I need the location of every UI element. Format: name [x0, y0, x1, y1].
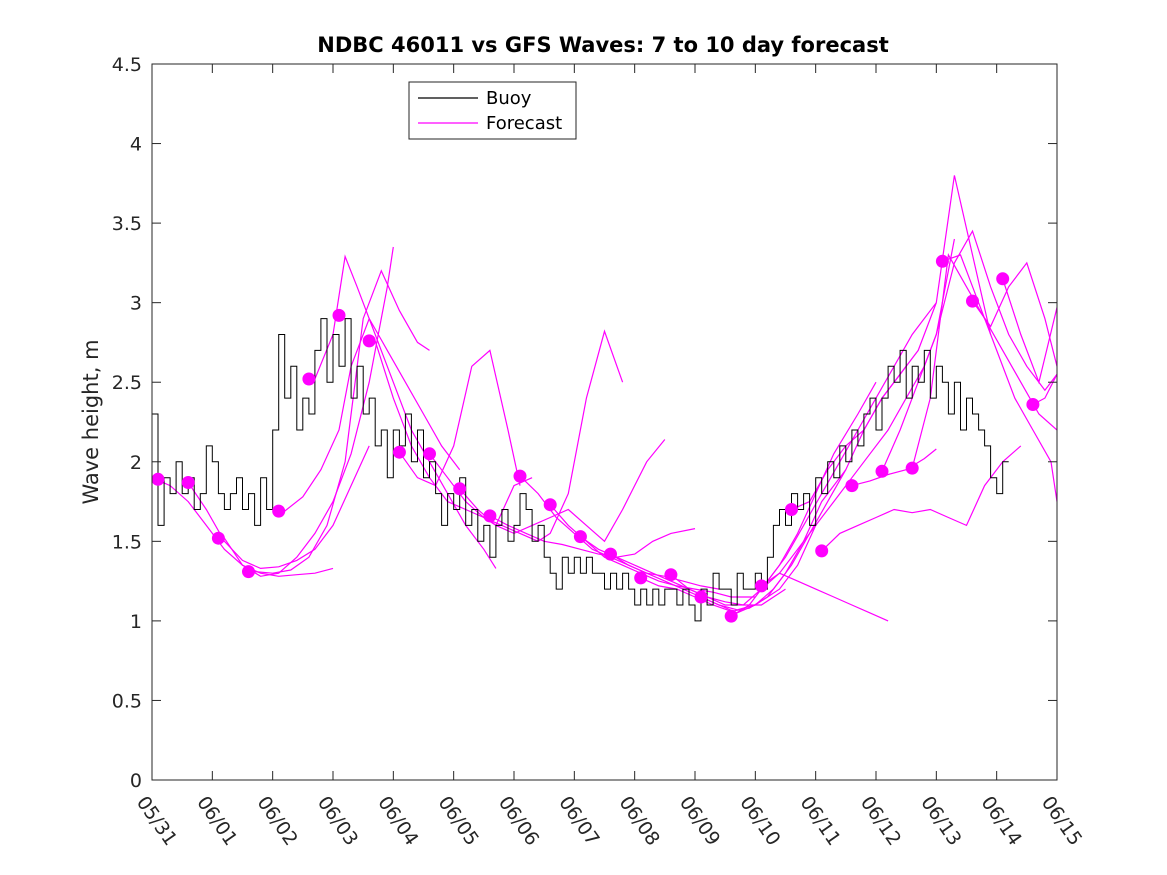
y-tick-label: 4: [130, 134, 142, 156]
forecast-series-group: [152, 175, 1057, 622]
forecast-marker: [181, 476, 195, 489]
forecast-marker: [634, 571, 648, 585]
forecast-marker: [604, 547, 617, 561]
plot-frame: [151, 63, 1058, 781]
buoy-line: [152, 318, 1009, 622]
forecast-marker: [543, 498, 557, 512]
legend: Buoy Forecast: [408, 81, 577, 140]
forecast-line-21: [761, 572, 889, 622]
y-tick-label: 4.5: [112, 54, 142, 76]
forecast-line-12: [519, 475, 720, 590]
forecast-line-25: [881, 229, 1057, 472]
y-tick-label: 2: [130, 452, 142, 474]
forecast-marker: [211, 531, 225, 545]
forecast-marker: [664, 568, 678, 582]
forecast-marker: [785, 503, 798, 516]
x-tick-label: 06/04: [373, 792, 422, 849]
forecast-marker: [815, 544, 829, 558]
forecast-marker: [875, 464, 889, 478]
x-tick-label: 05/31: [132, 792, 181, 849]
forecast-marker: [905, 461, 919, 475]
x-tick-label: 06/14: [977, 792, 1026, 849]
x-tick-label: 06/02: [253, 792, 302, 849]
forecast-line-11: [489, 515, 696, 558]
forecast-line-22: [791, 175, 992, 511]
forecast-marker: [151, 472, 165, 486]
forecast-line-18: [700, 365, 907, 614]
y-tick-label: 0: [130, 770, 142, 792]
x-tick-label: 06/06: [494, 792, 543, 849]
x-axis: 05/31 06/01 06/02 06/03 06/04 06/05 06/06 06/07…: [132, 64, 1086, 850]
forecast-marker: [573, 530, 587, 544]
y-axis-label: Wave height, m: [79, 339, 103, 504]
forecast-line-7: [374, 340, 533, 527]
forecast-marker: [966, 294, 979, 308]
x-tick-label: 06/07: [554, 792, 603, 849]
forecast-line-20: [761, 238, 955, 587]
y-tick-label: 1.5: [112, 531, 142, 553]
x-tick-label: 06/03: [313, 792, 362, 849]
forecast-marker: [242, 565, 255, 579]
x-tick-label: 06/08: [615, 792, 664, 849]
legend-buoy-label: Buoy: [486, 88, 532, 109]
x-tick-label: 06/15: [1037, 792, 1086, 849]
forecast-marker: [362, 334, 376, 348]
forecast-marker: [754, 579, 768, 593]
forecast-marker: [302, 372, 316, 386]
x-tick-label: 06/11: [796, 792, 845, 849]
forecast-marker: [1026, 398, 1040, 411]
y-axis: 0 0.5 1 1.5 2 2.5 3 3.5 4 4.5: [112, 54, 1057, 792]
forecast-marker: [845, 479, 859, 493]
forecast-marker: [392, 445, 406, 459]
x-tick-label: 06/09: [675, 792, 724, 849]
forecast-marker: [423, 447, 436, 461]
x-tick-label: 06/05: [434, 792, 483, 849]
y-tick-label: 0.5: [112, 690, 142, 712]
forecast-line-10: [459, 439, 666, 543]
forecast-marker: [694, 590, 708, 604]
forecast-line-2: [187, 445, 370, 570]
forecast-marker: [483, 509, 497, 523]
forecast-marker: [513, 469, 527, 483]
forecast-marker: [935, 254, 949, 268]
y-tick-label: 2.5: [112, 372, 142, 394]
legend-box: [408, 81, 577, 140]
forecast-marker: [332, 308, 346, 322]
x-tick-label: 06/10: [735, 792, 784, 849]
chart-title: NDBC 46011 vs GFS Waves: 7 to 10 day for…: [317, 33, 888, 57]
forecast-marker: [724, 609, 738, 623]
forecast-marker: [996, 272, 1010, 286]
forecast-line-17: [670, 381, 877, 606]
forecast-line-16: [640, 469, 847, 612]
forecast-line-27: [942, 254, 1057, 502]
forecast-line-28: [972, 261, 1057, 367]
forecast-line-8: [398, 349, 521, 487]
forecast-line-9: [429, 329, 624, 542]
forecast-line-4: [254, 269, 430, 574]
x-tick-label: 06/12: [856, 792, 905, 849]
x-tick-label: 06/01: [192, 792, 241, 849]
y-tick-label: 3.5: [112, 213, 142, 235]
forecast-line-24: [851, 448, 937, 487]
forecast-marker-group: [151, 254, 1040, 623]
y-tick-label: 3: [130, 293, 142, 315]
forecast-line-23: [821, 445, 1022, 552]
buoy-series-group: [152, 318, 1009, 622]
forecast-line-29: [1002, 278, 1057, 385]
forecast-marker: [453, 482, 467, 496]
x-tick-label: 06/13: [916, 792, 965, 849]
y-tick-label: 1: [130, 611, 142, 633]
forecast-marker: [272, 504, 286, 518]
forecast-line-19: [730, 302, 937, 617]
forecast-line-6: [314, 254, 497, 569]
legend-forecast-label: Forecast: [486, 113, 562, 134]
